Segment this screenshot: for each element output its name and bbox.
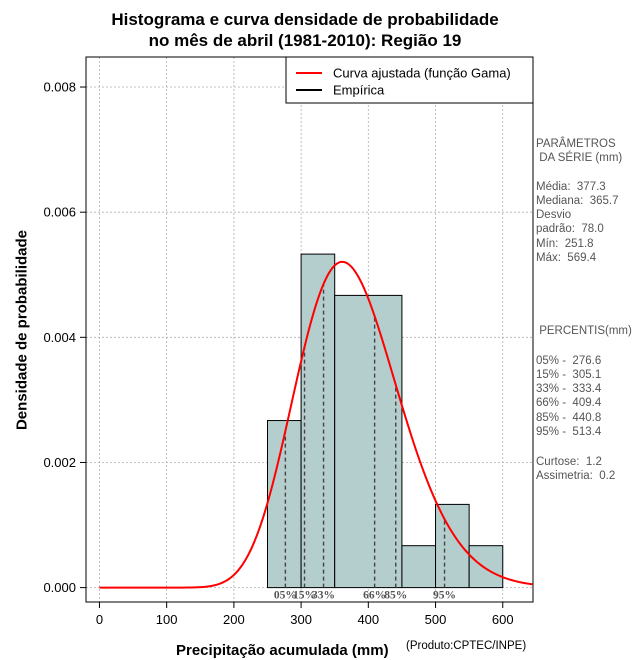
percentile-label: 85% [384, 590, 407, 602]
x-axis-label: Precipitação acumulada (mm) [176, 642, 389, 659]
percentil-66: 66% - 409.4 [536, 397, 602, 409]
x-tick-label: 200 [223, 612, 245, 627]
legend-label: Curva ajustada (função Gama) [333, 66, 511, 81]
percentil-15: 15% - 305.1 [536, 369, 602, 381]
stat-media: Média: 377.3 [536, 181, 606, 193]
histogram-bar [401, 545, 437, 589]
y-tick-label: 0.004 [43, 330, 76, 345]
percentil-05: 05% - 276.6 [536, 355, 602, 367]
histogram-bar [334, 294, 403, 589]
x-tick-label: 600 [492, 612, 514, 627]
y-tick-label: 0.006 [43, 205, 76, 220]
percentile-label: 33% [312, 590, 335, 602]
percentile-label: 66% [363, 590, 386, 602]
percentil-85: 85% - 440.8 [536, 412, 602, 424]
y-tick-label: 0.002 [43, 455, 76, 470]
histogram-bar [468, 545, 504, 589]
percentile-label: 15% [293, 590, 316, 602]
histogram-bar [300, 253, 336, 589]
legend: Curva ajustada (função Gama) Empírica [285, 56, 534, 104]
percentil-33: 33% - 333.4 [536, 383, 602, 395]
stat-desvio-label: Desvio [536, 209, 572, 221]
chart-title-line-2: no mês de abril (1981-2010): Região 19 [148, 31, 462, 50]
y-tick-label: 0.008 [43, 80, 76, 95]
stat-assimetria: Assimetria: 0.2 [536, 470, 616, 482]
stat-curtose: Curtose: 1.2 [536, 456, 602, 468]
percentis-title: PERCENTIS(mm) [536, 325, 632, 337]
product-credit: (Produto:CPTEC/INPE) [406, 640, 527, 652]
gamma-density-curve [99, 260, 533, 589]
y-axis-label: Densidade de probabilidade [13, 229, 31, 431]
params-title-2: DA SÉRIE (mm) [536, 152, 623, 164]
x-tick-label: 500 [425, 612, 447, 627]
percentile-label: 95% [433, 590, 456, 602]
x-tick-label: 300 [290, 612, 312, 627]
legend-label: Empírica [333, 83, 385, 98]
percentil-95: 95% - 513.4 [536, 426, 602, 438]
percentile-label: 05% [274, 590, 297, 602]
stat-desvio-value: padrão: 78.0 [536, 223, 604, 235]
x-tick-label: 0 [96, 612, 103, 627]
histogram-bar [435, 503, 470, 589]
stat-mediana: Mediana: 365.7 [536, 195, 619, 207]
x-tick-label: 100 [156, 612, 178, 627]
y-tick-label: 0.000 [43, 580, 76, 595]
chart-title-line-1: Histograma e curva densidade de probabil… [111, 10, 499, 29]
x-tick-label: 400 [357, 612, 379, 627]
stat-max: Máx: 569.4 [536, 252, 597, 264]
histogram-bar [266, 420, 302, 589]
params-title-1: PARÂMETROS [536, 138, 616, 150]
legend-box [285, 56, 534, 104]
stat-min: Mín: 251.8 [536, 238, 594, 250]
